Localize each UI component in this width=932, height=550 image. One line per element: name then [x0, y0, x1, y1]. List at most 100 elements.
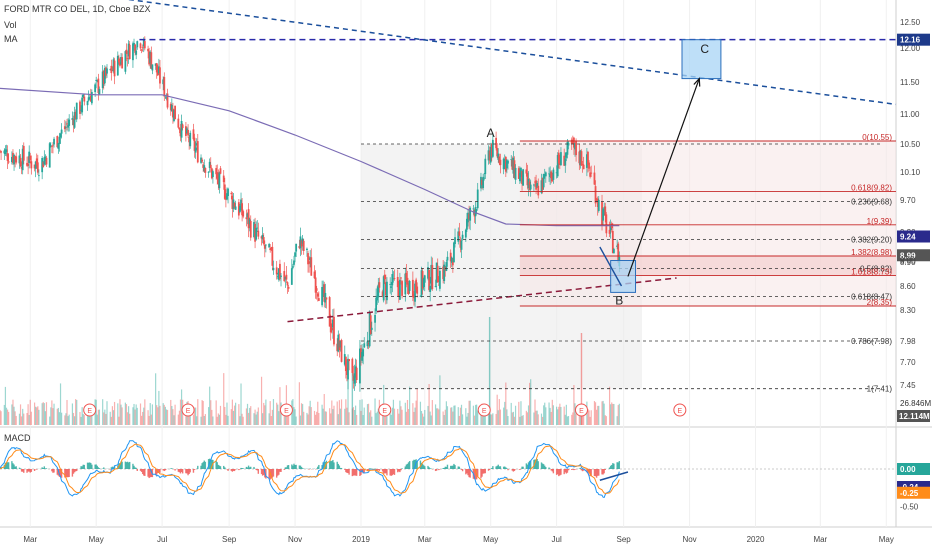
macd-histogram-bar: [344, 469, 346, 470]
volume-bar: [340, 399, 343, 425]
macd-histogram-bar: [572, 469, 574, 470]
volume-bar: [8, 411, 10, 425]
macd-axis-tick: -0.50: [900, 503, 919, 512]
volume-bar: [443, 415, 445, 425]
macd-divergence-line: [599, 471, 629, 481]
volume-bar: [422, 413, 424, 425]
macd-histogram-bar: [127, 462, 130, 469]
candle-body: [348, 359, 351, 362]
candle-body: [331, 319, 334, 328]
macd-histogram-bar: [140, 469, 143, 472]
volume-bar: [603, 403, 605, 425]
ma-indicator-label[interactable]: MA: [4, 34, 18, 44]
volume-bar: [451, 407, 453, 425]
volume-bar: [56, 408, 58, 425]
macd-histogram-bar: [162, 469, 164, 471]
macd-histogram-bar: [507, 469, 509, 471]
earnings-marker: [83, 403, 97, 417]
volume-bar: [174, 404, 176, 425]
volume-bar: [434, 404, 437, 425]
candle-body: [3, 150, 6, 154]
volume-bar: [333, 405, 335, 425]
volume-bar: [195, 407, 197, 425]
volume-bar: [409, 386, 411, 425]
volume-bar: [279, 387, 281, 425]
volume-bar: [482, 415, 484, 425]
candle-body: [298, 246, 301, 249]
candle-body: [156, 70, 159, 76]
earnings-marker-label: E: [382, 408, 387, 415]
price-tag-bg: [897, 33, 930, 46]
candle-body: [560, 152, 562, 166]
candle-body: [41, 157, 44, 173]
volume-bar: [140, 415, 143, 425]
candle-body: [94, 84, 97, 93]
macd-histogram-bar: [347, 469, 349, 474]
candle-body: [102, 70, 105, 85]
volume-bar: [128, 406, 130, 425]
volume-bar: [144, 399, 146, 425]
macd-histogram-bar: [30, 469, 33, 472]
candle-body: [90, 92, 93, 104]
price-axis-tick: 10.10: [900, 168, 921, 177]
volume-bar: [507, 416, 509, 425]
volume-bar: [571, 414, 573, 425]
macd-histogram-bar: [511, 469, 514, 471]
candle-body: [339, 341, 342, 348]
volume-bar: [535, 410, 537, 425]
macd-histogram-bar: [603, 469, 605, 474]
candle-body: [549, 173, 552, 177]
macd-histogram-bar: [119, 463, 121, 469]
volume-bar: [159, 405, 161, 425]
drawings[interactable]: 0.236(9.68) 0.382(9.20) 0.5(8.82) 0.618(8.4…: [83, 0, 897, 417]
volume-bar: [313, 410, 316, 425]
candle-body: [83, 96, 86, 102]
macd-histogram-bar: [150, 469, 153, 478]
volume-bar: [135, 404, 137, 425]
volume-bar: [427, 405, 429, 425]
vol-indicator-label[interactable]: Vol: [4, 20, 17, 30]
volume-bar: [293, 407, 295, 425]
candle-body: [73, 111, 76, 128]
macd-histogram-bar: [207, 459, 210, 469]
candle-body: [194, 147, 197, 153]
macd-histogram-bar: [128, 461, 131, 469]
candle-body: [195, 143, 198, 146]
volume-bar: [265, 399, 267, 425]
symbol-title[interactable]: FORD MTR CO DEL, 1D, Cboe BZX: [4, 4, 151, 14]
candle-body: [222, 175, 225, 183]
candle-body: [467, 212, 469, 223]
earnings-marker-label: E: [186, 408, 191, 415]
price-axis: 12.5012.0011.5011.0010.5010.109.709.308.…: [897, 18, 931, 512]
candle-body: [255, 228, 258, 240]
candle-body: [172, 108, 174, 118]
macd-histogram-bar: [81, 466, 83, 469]
candle-body: [110, 65, 113, 74]
volume-bar: [0, 411, 2, 425]
macd-histogram-bar: [83, 464, 86, 469]
macd-histogram-bar: [82, 464, 84, 469]
candle-body: [5, 149, 8, 153]
candle-body: [578, 151, 581, 164]
volume-bar: [65, 413, 67, 425]
candle-body: [18, 155, 21, 164]
time-axis-tick: Mar: [813, 535, 827, 544]
macd-histogram-bar: [283, 469, 285, 470]
candle-body: [139, 43, 142, 49]
macd-histogram-bar: [393, 469, 396, 475]
candle-body: [4, 149, 7, 155]
candle-body: [103, 68, 106, 84]
volume-bar: [353, 410, 356, 425]
earnings-marker: [477, 403, 491, 417]
earnings-marker: [279, 403, 293, 417]
candle-body: [66, 123, 68, 125]
fib-ext-label: 0(10.55): [862, 133, 892, 142]
candle-body: [520, 167, 522, 177]
macd-indicator-label[interactable]: MACD: [4, 433, 31, 443]
macd-histogram-bar: [604, 469, 606, 470]
candle-body: [224, 195, 227, 200]
candle-body: [249, 220, 252, 238]
volume-bar: [155, 373, 157, 425]
candle-body: [378, 282, 381, 288]
